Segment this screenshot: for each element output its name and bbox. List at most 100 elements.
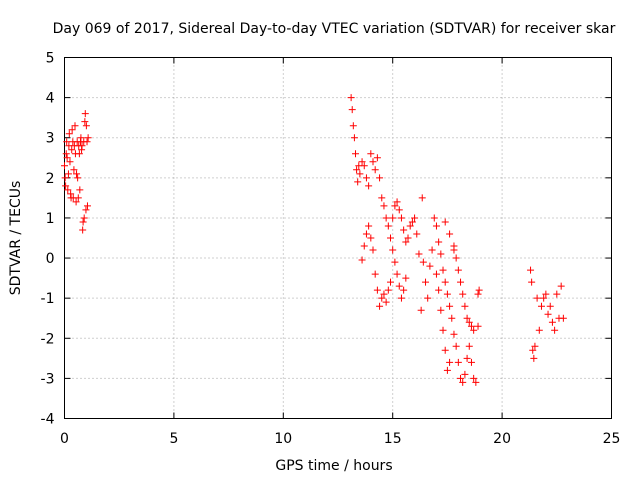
data-point-marker bbox=[527, 266, 535, 274]
data-point-marker bbox=[83, 138, 91, 146]
data-point-marker bbox=[64, 170, 72, 178]
y-axis-label: SDTVAR / TECUs bbox=[8, 181, 24, 296]
data-point-marker bbox=[397, 214, 405, 222]
data-point-marker bbox=[530, 354, 538, 362]
data-point-marker bbox=[387, 234, 395, 242]
data-point-marker bbox=[389, 246, 397, 254]
data-point-marker bbox=[371, 270, 379, 278]
data-point-marker bbox=[76, 186, 84, 194]
data-point-marker bbox=[83, 202, 91, 210]
data-point-marker bbox=[84, 134, 92, 142]
data-point-marker bbox=[81, 110, 89, 118]
data-point-marker bbox=[411, 214, 419, 222]
data-point-marker bbox=[465, 342, 473, 350]
data-point-marker bbox=[528, 278, 536, 286]
y-tick-label: -4 bbox=[41, 412, 55, 428]
data-point-marker bbox=[467, 322, 475, 330]
data-point-marker bbox=[408, 218, 416, 226]
data-point-marker bbox=[439, 326, 447, 334]
x-tick-label: 5 bbox=[169, 431, 178, 447]
data-point-marker bbox=[537, 302, 545, 310]
data-point-marker bbox=[544, 310, 552, 318]
data-point-marker bbox=[80, 214, 88, 222]
data-point-marker bbox=[73, 170, 81, 178]
data-point-marker bbox=[353, 166, 361, 174]
data-point-marker bbox=[437, 250, 445, 258]
data-point-marker bbox=[391, 258, 399, 266]
data-point-marker bbox=[348, 106, 356, 114]
data-point-marker bbox=[74, 174, 82, 182]
y-tick-label: 2 bbox=[46, 171, 55, 187]
data-point-marker bbox=[68, 146, 76, 154]
data-point-marker bbox=[470, 374, 478, 382]
data-point-marker bbox=[557, 282, 565, 290]
y-tick-label: -3 bbox=[41, 371, 55, 387]
data-point-marker bbox=[424, 294, 432, 302]
grid-lines bbox=[64, 57, 612, 419]
data-point-marker bbox=[443, 366, 451, 374]
data-point-marker bbox=[380, 202, 388, 210]
data-point-marker bbox=[422, 278, 430, 286]
data-point-marker bbox=[540, 294, 548, 302]
data-point-marker bbox=[465, 318, 473, 326]
data-point-marker bbox=[373, 286, 381, 294]
data-point-marker bbox=[446, 230, 454, 238]
data-point-marker bbox=[441, 278, 449, 286]
data-point-marker bbox=[367, 234, 375, 242]
data-points bbox=[61, 94, 567, 386]
x-tick-label: 10 bbox=[274, 431, 292, 447]
data-point-marker bbox=[391, 202, 399, 210]
data-point-marker bbox=[435, 286, 443, 294]
plot-frame bbox=[64, 57, 612, 419]
data-point-marker bbox=[467, 358, 475, 366]
data-point-marker bbox=[63, 138, 71, 146]
x-tick-label: 0 bbox=[60, 431, 69, 447]
data-point-marker bbox=[546, 302, 554, 310]
data-point-marker bbox=[81, 118, 89, 126]
y-tick-label: 3 bbox=[46, 131, 55, 147]
axis-ticks bbox=[64, 57, 612, 419]
data-point-marker bbox=[402, 274, 410, 282]
data-point-marker bbox=[459, 378, 467, 386]
data-point-marker bbox=[354, 178, 362, 186]
data-point-marker bbox=[432, 270, 440, 278]
data-point-marker bbox=[79, 218, 87, 226]
data-point-marker bbox=[389, 214, 397, 222]
data-point-marker bbox=[472, 378, 480, 386]
data-point-marker bbox=[380, 290, 388, 298]
data-point-marker bbox=[64, 186, 72, 194]
y-tick-label: 1 bbox=[46, 211, 55, 227]
data-point-marker bbox=[352, 150, 360, 158]
chart-title: Day 069 of 2017, Sidereal Day-to-day VTE… bbox=[53, 21, 616, 37]
data-point-marker bbox=[457, 374, 465, 382]
data-point-marker bbox=[450, 246, 458, 254]
data-point-marker bbox=[441, 218, 449, 226]
data-point-marker bbox=[461, 302, 469, 310]
data-point-marker bbox=[79, 226, 87, 234]
data-point-marker bbox=[378, 194, 386, 202]
data-point-marker bbox=[360, 242, 368, 250]
data-point-marker bbox=[531, 342, 539, 350]
data-point-marker bbox=[470, 326, 478, 334]
data-point-marker bbox=[62, 182, 70, 190]
data-point-marker bbox=[356, 170, 364, 178]
data-point-marker bbox=[71, 122, 79, 130]
data-point-marker bbox=[548, 318, 556, 326]
data-point-marker bbox=[428, 246, 436, 254]
data-point-marker bbox=[70, 166, 78, 174]
data-point-marker bbox=[413, 230, 421, 238]
data-point-marker bbox=[393, 198, 401, 206]
data-point-marker bbox=[360, 162, 368, 170]
y-tick-labels: -4 -3 -2 -1 0 1 2 3 4 5 bbox=[41, 51, 55, 428]
data-point-marker bbox=[535, 326, 543, 334]
data-point-marker bbox=[426, 262, 434, 270]
data-point-marker bbox=[367, 150, 375, 158]
data-point-marker bbox=[82, 206, 90, 214]
y-tick-label: 4 bbox=[46, 91, 55, 107]
data-point-marker bbox=[474, 290, 482, 298]
data-point-marker bbox=[430, 214, 438, 222]
x-tick-labels: 0 5 10 15 20 25 bbox=[60, 431, 620, 447]
data-point-marker bbox=[378, 294, 386, 302]
data-point-marker bbox=[448, 314, 456, 322]
data-point-marker bbox=[463, 314, 471, 322]
